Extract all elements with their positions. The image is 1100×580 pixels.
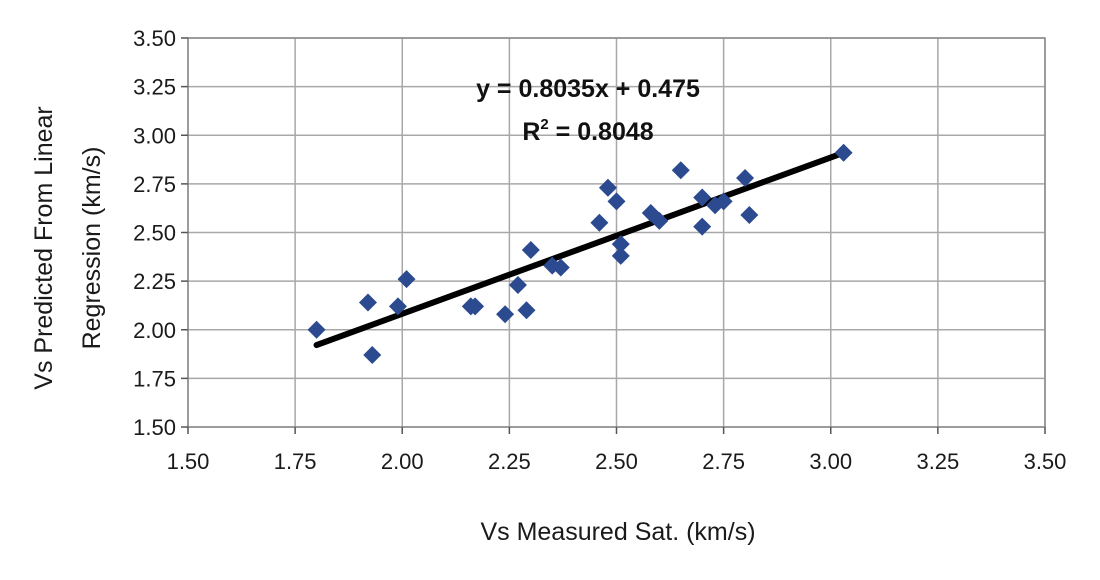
data-point-diamond: [671, 161, 690, 180]
y-tick-label: 3.00: [133, 123, 176, 148]
data-point-diamond: [740, 205, 759, 224]
x-axis-ticks: 1.50 1.75 2.00 2.25 2.50 2.75 3.00 3.25 3.50: [167, 427, 1067, 474]
trendline-equation: y = 0.8035x + 0.475: [476, 75, 700, 103]
x-tick-label: 2.75: [702, 449, 745, 474]
data-point-diamond: [714, 192, 733, 211]
y-tick-label: 2.25: [133, 269, 176, 294]
data-point-diamond: [358, 293, 377, 312]
x-tick-label: 3.00: [809, 449, 852, 474]
data-point-diamond: [650, 211, 669, 230]
data-point-diamond: [508, 276, 527, 295]
data-point-diamond: [598, 178, 617, 197]
x-tick-label: 2.25: [488, 449, 531, 474]
data-point-diamond: [607, 192, 626, 211]
data-point-diamond: [363, 346, 382, 365]
y-tick-label: 2.00: [133, 318, 176, 343]
data-point-diamond: [693, 188, 712, 207]
y-tick-label: 1.50: [133, 415, 176, 440]
y-tick-label: 2.50: [133, 221, 176, 246]
x-tick-label: 1.50: [167, 449, 210, 474]
data-point-diamond: [521, 241, 540, 260]
data-point-diamond: [611, 235, 630, 254]
x-tick-label: 2.50: [595, 449, 638, 474]
y-axis-title-line-2: Regression (km/s): [78, 147, 106, 350]
trendline: [313, 149, 847, 349]
r-squared-superscript: 2: [540, 116, 548, 133]
x-axis-title: Vs Measured Sat. (km/s): [480, 518, 755, 546]
data-point-diamond: [496, 305, 515, 324]
r-squared-symbol: R: [522, 118, 540, 146]
trendline-group: [313, 149, 847, 349]
y-tick-label: 3.50: [133, 26, 176, 51]
data-point-diamond: [590, 213, 609, 232]
r-squared-label: R2 = 0.8048: [522, 116, 653, 146]
x-tick-label: 2.00: [381, 449, 424, 474]
y-axis-title-line-1: Vs Predicted From Linear: [30, 106, 58, 389]
x-tick-label: 1.75: [274, 449, 317, 474]
data-point-diamond: [466, 297, 485, 316]
x-tick-label: 3.25: [916, 449, 959, 474]
y-tick-label: 2.75: [133, 172, 176, 197]
data-point-diamond: [388, 297, 407, 316]
x-tick-label: 3.50: [1024, 449, 1067, 474]
data-point-diamond: [736, 169, 755, 188]
y-tick-label: 1.75: [133, 366, 176, 391]
y-tick-label: 3.25: [133, 75, 176, 100]
data-point-diamond: [551, 258, 570, 277]
data-point-diamond: [517, 301, 536, 320]
data-points: [307, 143, 853, 365]
data-point-diamond: [307, 320, 326, 339]
data-point-diamond: [611, 246, 630, 265]
y-axis-ticks: 1.50 1.75 2.00 2.25 2.50 2.75 3.00 3.25 3.50: [133, 26, 188, 440]
y-axis-title: Vs Predicted From Linear Regression (km/…: [30, 106, 106, 389]
data-point-diamond: [693, 217, 712, 236]
r-squared-value: = 0.8048: [549, 118, 654, 146]
data-point-diamond: [834, 143, 853, 162]
data-point-diamond: [397, 270, 416, 289]
